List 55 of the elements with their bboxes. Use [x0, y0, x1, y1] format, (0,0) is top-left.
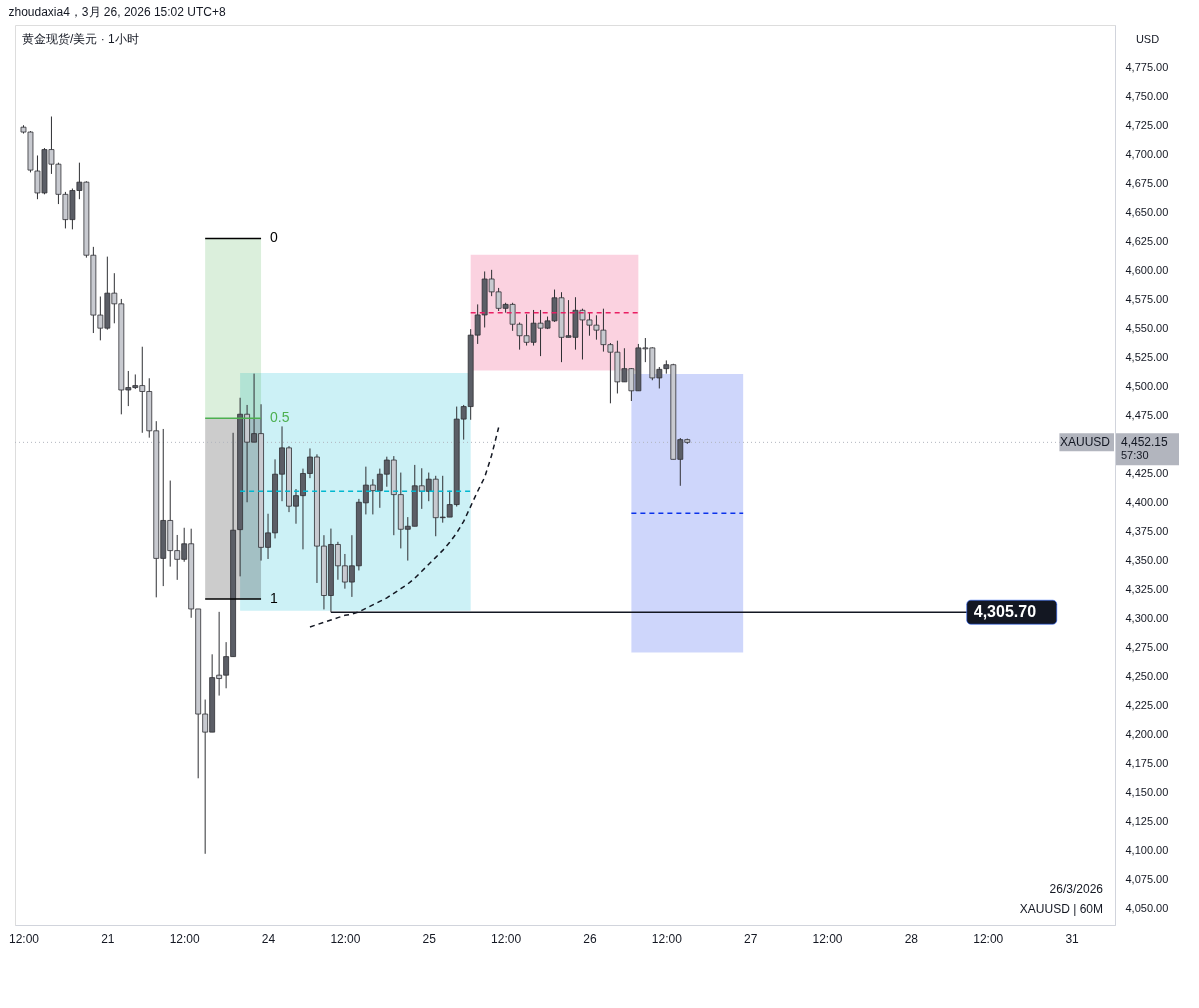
y-tick-label: 4,200.00	[1125, 728, 1169, 741]
y-tick-label: 4,225.00	[1125, 699, 1169, 712]
y-tick-label: 4,425.00	[1125, 467, 1169, 480]
series-label: 0	[270, 229, 279, 246]
y-tick-label: 4,475.00	[1125, 409, 1169, 422]
y-tick-label: 4,275.00	[1125, 641, 1169, 654]
y-tick-label: 4,650.00	[1125, 206, 1169, 219]
y-tick-label: 4,400.00	[1125, 496, 1169, 509]
y-tick-label: 4,050.00	[1125, 902, 1169, 915]
x-tick-label: 12:00	[491, 931, 522, 946]
y-tick-label: 4,075.00	[1125, 873, 1169, 886]
y-tick-label: 4,300.00	[1125, 612, 1169, 625]
x-tick-label: 27	[743, 931, 758, 946]
x-tick-label: 12:00	[330, 931, 361, 946]
y-tick-label: 4,700.00	[1125, 148, 1169, 161]
y-tick-label: 4,750.00	[1125, 90, 1169, 103]
y-tick-label: 4,500.00	[1125, 380, 1169, 393]
y-tick-label: 4,150.00	[1125, 786, 1169, 799]
y-axis-title: USD	[1135, 32, 1160, 45]
annotation: XAUUSD | 60M	[1019, 902, 1103, 916]
y-tick-label: 4,725.00	[1125, 119, 1169, 132]
x-tick-label: 25	[422, 931, 437, 946]
x-tick-label: 12:00	[651, 931, 683, 946]
x-tick-label: 12:00	[973, 931, 1004, 946]
series-label: 0.5	[270, 409, 290, 426]
y-tick-label: 4,325.00	[1125, 583, 1169, 596]
y-tick-label: 4,775.00	[1125, 61, 1169, 74]
y-tick-label: 4,625.00	[1125, 235, 1169, 248]
text: 4,452.15	[1121, 435, 1169, 450]
chart-title: zhoudaxia4，3月 26, 2026 15:02 UTC+8	[8, 5, 226, 19]
text: 57:30	[1121, 449, 1149, 462]
y-tick-label: 4,575.00	[1125, 293, 1169, 306]
y-tick-label: 4,350.00	[1125, 554, 1169, 567]
y-tick-label: 4,550.00	[1125, 322, 1169, 335]
y-tick-label: 4,125.00	[1125, 815, 1169, 828]
y-tick-label: 4,525.00	[1125, 351, 1169, 364]
x-tick-label: 24	[261, 931, 276, 946]
x-tick-label: 26	[583, 931, 597, 946]
y-tick-label: 4,675.00	[1125, 177, 1169, 190]
ref-line-label: XAUUSD	[1059, 435, 1111, 450]
y-tick-label: 4,175.00	[1125, 757, 1169, 770]
x-tick-label: 12:00	[812, 931, 843, 946]
data-label: 4,305.70	[973, 603, 1037, 621]
x-tick-label: 21	[101, 931, 115, 946]
y-tick-label: 4,250.00	[1125, 670, 1169, 683]
y-tick-label: 4,375.00	[1125, 525, 1169, 538]
y-tick-label: 4,600.00	[1125, 264, 1169, 277]
x-tick-label: 12:00	[8, 931, 40, 946]
y-tick-label: 4,100.00	[1125, 844, 1169, 857]
text: 黄金现货/美元 · 1小时	[22, 32, 139, 46]
annotation: 26/3/2026	[1049, 882, 1104, 896]
x-tick-label: 28	[904, 931, 919, 946]
series-label: 1	[270, 590, 279, 607]
x-tick-label: 31	[1065, 931, 1080, 946]
x-tick-label: 12:00	[169, 931, 201, 946]
